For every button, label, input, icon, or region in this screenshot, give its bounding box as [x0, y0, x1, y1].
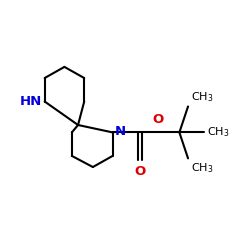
Text: CH$_3$: CH$_3$: [190, 161, 213, 175]
Text: CH$_3$: CH$_3$: [190, 90, 213, 104]
Text: HN: HN: [20, 95, 42, 108]
Text: CH$_3$: CH$_3$: [206, 126, 229, 139]
Text: O: O: [134, 165, 145, 178]
Text: N: N: [114, 125, 126, 138]
Text: O: O: [153, 113, 164, 126]
